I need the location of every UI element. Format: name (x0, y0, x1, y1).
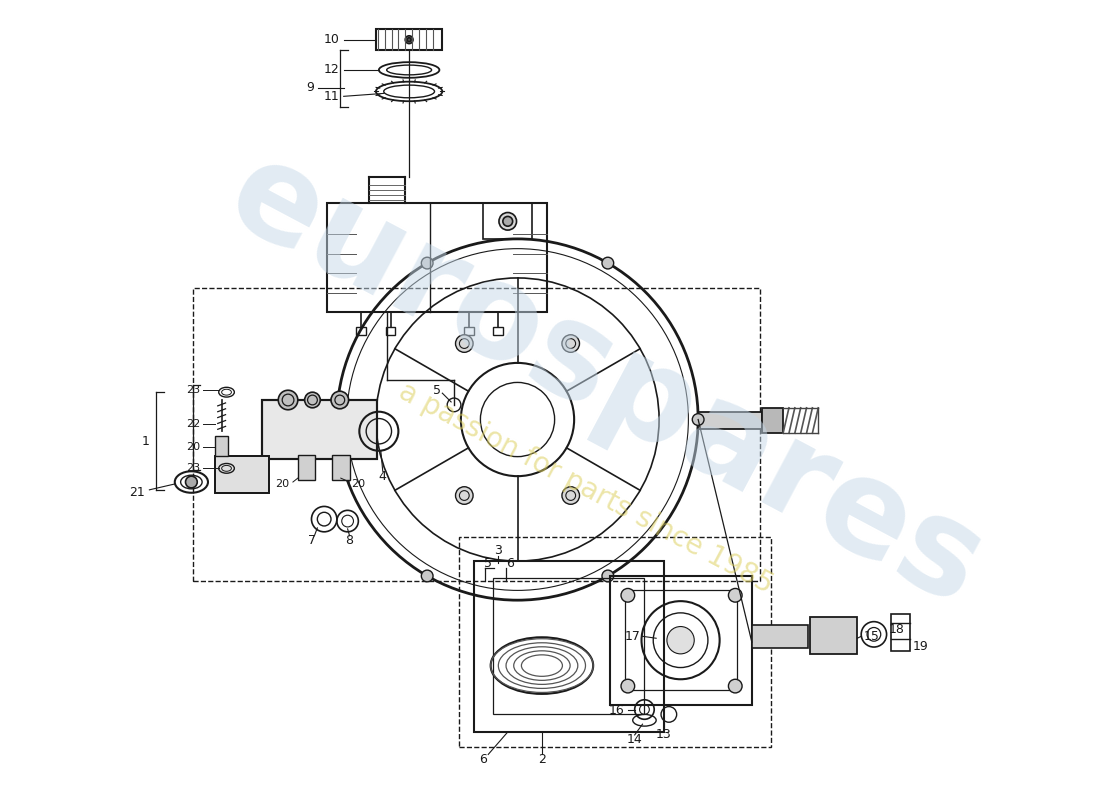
Circle shape (602, 258, 614, 269)
Text: 1: 1 (142, 434, 150, 447)
Text: 3: 3 (494, 544, 502, 557)
Bar (214, 456, 268, 493)
Bar (376, 29, 442, 50)
Circle shape (186, 476, 197, 488)
Circle shape (407, 38, 411, 42)
Bar (194, 288, 760, 581)
Circle shape (331, 391, 349, 409)
Bar (761, 408, 783, 433)
Bar (386, 326, 396, 334)
Circle shape (278, 390, 298, 410)
Text: 8: 8 (345, 534, 353, 547)
Text: 5: 5 (484, 557, 492, 570)
Circle shape (331, 414, 343, 426)
Text: 23: 23 (186, 386, 200, 395)
Circle shape (421, 570, 433, 582)
Circle shape (562, 334, 580, 352)
Circle shape (421, 258, 433, 269)
Bar (214, 436, 229, 456)
Text: 20: 20 (352, 479, 365, 489)
Text: 20: 20 (275, 479, 289, 489)
Circle shape (455, 486, 473, 504)
Bar (811, 617, 857, 654)
Bar (327, 202, 547, 312)
Bar (262, 400, 377, 458)
Circle shape (562, 486, 580, 504)
Bar (891, 614, 910, 651)
Circle shape (499, 213, 517, 230)
Circle shape (405, 36, 412, 44)
Bar (459, 537, 771, 746)
Bar (298, 454, 316, 480)
Text: 12: 12 (324, 63, 340, 77)
Bar (493, 578, 645, 714)
Circle shape (692, 414, 704, 426)
Bar (752, 625, 808, 648)
Bar (698, 412, 761, 430)
Bar (483, 202, 532, 239)
Bar (493, 326, 503, 334)
Text: 5: 5 (433, 384, 441, 397)
Bar (262, 400, 377, 458)
Text: 4: 4 (378, 470, 387, 482)
Text: 14: 14 (627, 734, 642, 746)
Text: 19: 19 (913, 639, 928, 653)
Text: 22: 22 (186, 419, 200, 430)
Circle shape (728, 679, 743, 693)
Circle shape (728, 589, 743, 602)
Text: 20: 20 (186, 442, 200, 452)
Text: 15: 15 (865, 630, 880, 642)
Bar (474, 561, 664, 732)
Circle shape (621, 679, 635, 693)
Bar (625, 590, 737, 690)
Circle shape (621, 589, 635, 602)
Text: 21: 21 (129, 486, 144, 499)
Text: 17: 17 (625, 630, 640, 642)
Text: 9: 9 (307, 81, 315, 94)
Text: 23: 23 (186, 463, 200, 474)
Circle shape (503, 217, 513, 226)
Circle shape (602, 570, 614, 582)
Text: 7: 7 (308, 534, 317, 547)
Circle shape (667, 626, 694, 654)
Text: 11: 11 (324, 90, 340, 103)
Bar (610, 576, 752, 705)
Text: 16: 16 (609, 704, 625, 717)
Text: 2: 2 (538, 753, 546, 766)
Bar (356, 326, 366, 334)
Circle shape (305, 392, 320, 408)
Text: 10: 10 (323, 33, 340, 46)
Text: 18: 18 (889, 623, 904, 636)
Bar (214, 456, 268, 493)
Circle shape (455, 334, 473, 352)
Text: 6: 6 (506, 557, 514, 570)
Text: eurospares: eurospares (207, 129, 1003, 633)
Bar (332, 454, 350, 480)
Bar (464, 326, 474, 334)
Text: a passion for parts since 1985: a passion for parts since 1985 (394, 377, 778, 598)
Text: 6: 6 (480, 753, 487, 766)
Text: 13: 13 (656, 729, 672, 742)
